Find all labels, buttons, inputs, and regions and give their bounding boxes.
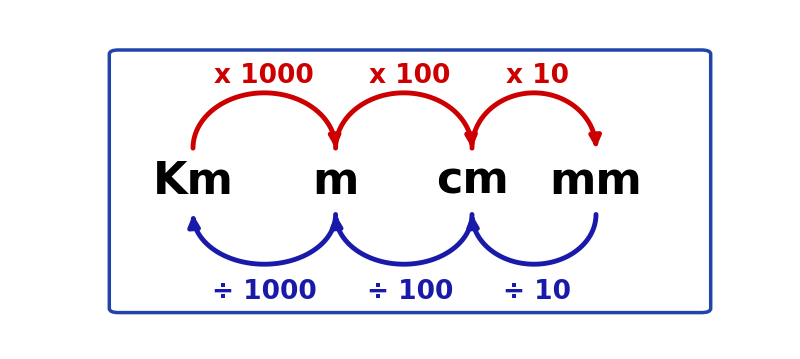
Text: ÷ 10: ÷ 10 — [503, 279, 571, 305]
Text: ÷ 1000: ÷ 1000 — [212, 279, 317, 305]
Text: x 1000: x 1000 — [214, 63, 314, 89]
Text: cm: cm — [436, 160, 508, 203]
Text: x 10: x 10 — [506, 63, 569, 89]
Text: mm: mm — [550, 160, 642, 203]
Text: ÷ 100: ÷ 100 — [367, 279, 453, 305]
FancyBboxPatch shape — [110, 50, 710, 313]
Text: x 100: x 100 — [370, 63, 450, 89]
Text: Km: Km — [153, 160, 234, 203]
Text: m: m — [313, 160, 358, 203]
